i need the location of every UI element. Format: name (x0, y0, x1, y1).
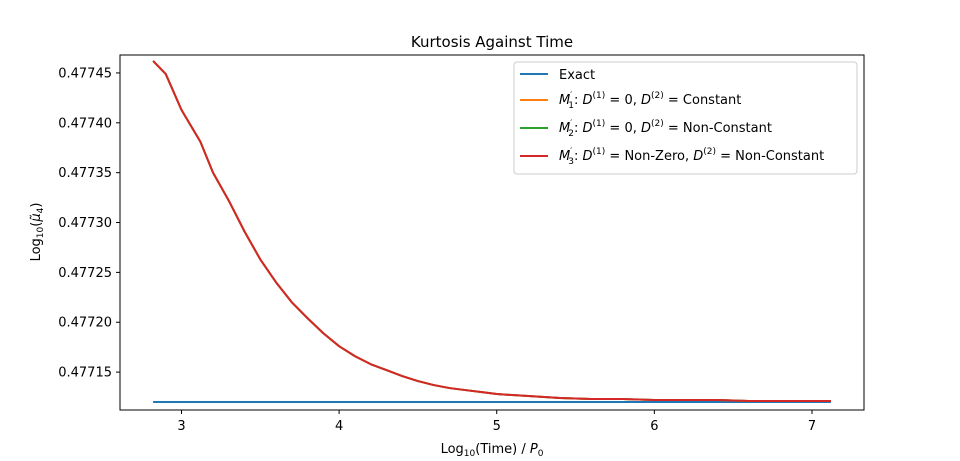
x-tick-label: 7 (808, 419, 816, 434)
legend-box (513, 61, 858, 175)
y-tick-label: 0.47725 (58, 266, 112, 281)
y-axis-label: Log10(μ̃4) (29, 203, 46, 262)
chart-title: Kurtosis Against Time (411, 33, 573, 51)
legend: Exact M′ 1: D(1) = 0, D(2) = Constant M′ 2… (513, 61, 858, 175)
x-axis-label: Log10(Time) / P0 (441, 442, 544, 459)
y-tick-label: 0.47740 (58, 116, 112, 131)
legend-label-m1: M′ 1: D(1) = 0, D(2) = Constant (559, 91, 741, 111)
plot-frame (119, 54, 865, 411)
legend-label-m3: M′ 3: D(1) = Non-Zero, D(2) = Non-Constan… (559, 147, 824, 167)
x-tick-label: 3 (177, 419, 185, 434)
x-tick-label: 6 (650, 419, 658, 434)
legend-label-exact: Exact (559, 68, 595, 83)
y-tick-label: 0.47745 (58, 66, 112, 81)
y-tick-label: 0.47730 (58, 216, 112, 231)
y-axis-ticks: 0.47715 0.47720 0.47725 0.47730 0.47735 0.477… (58, 66, 120, 381)
x-tick-label: 4 (335, 419, 343, 434)
y-tick-label: 0.47720 (58, 316, 112, 331)
legend-label-m2: M′ 2: D(1) = 0, D(2) = Non-Constant (559, 119, 772, 139)
y-tick-label: 0.47735 (58, 166, 112, 181)
series-line-3 (152, 60, 831, 403)
x-axis-ticks: 3 4 5 6 7 (177, 410, 816, 434)
x-tick-label: 5 (493, 419, 501, 434)
plot-lines (152, 60, 831, 404)
y-tick-label: 0.47715 (58, 366, 112, 381)
